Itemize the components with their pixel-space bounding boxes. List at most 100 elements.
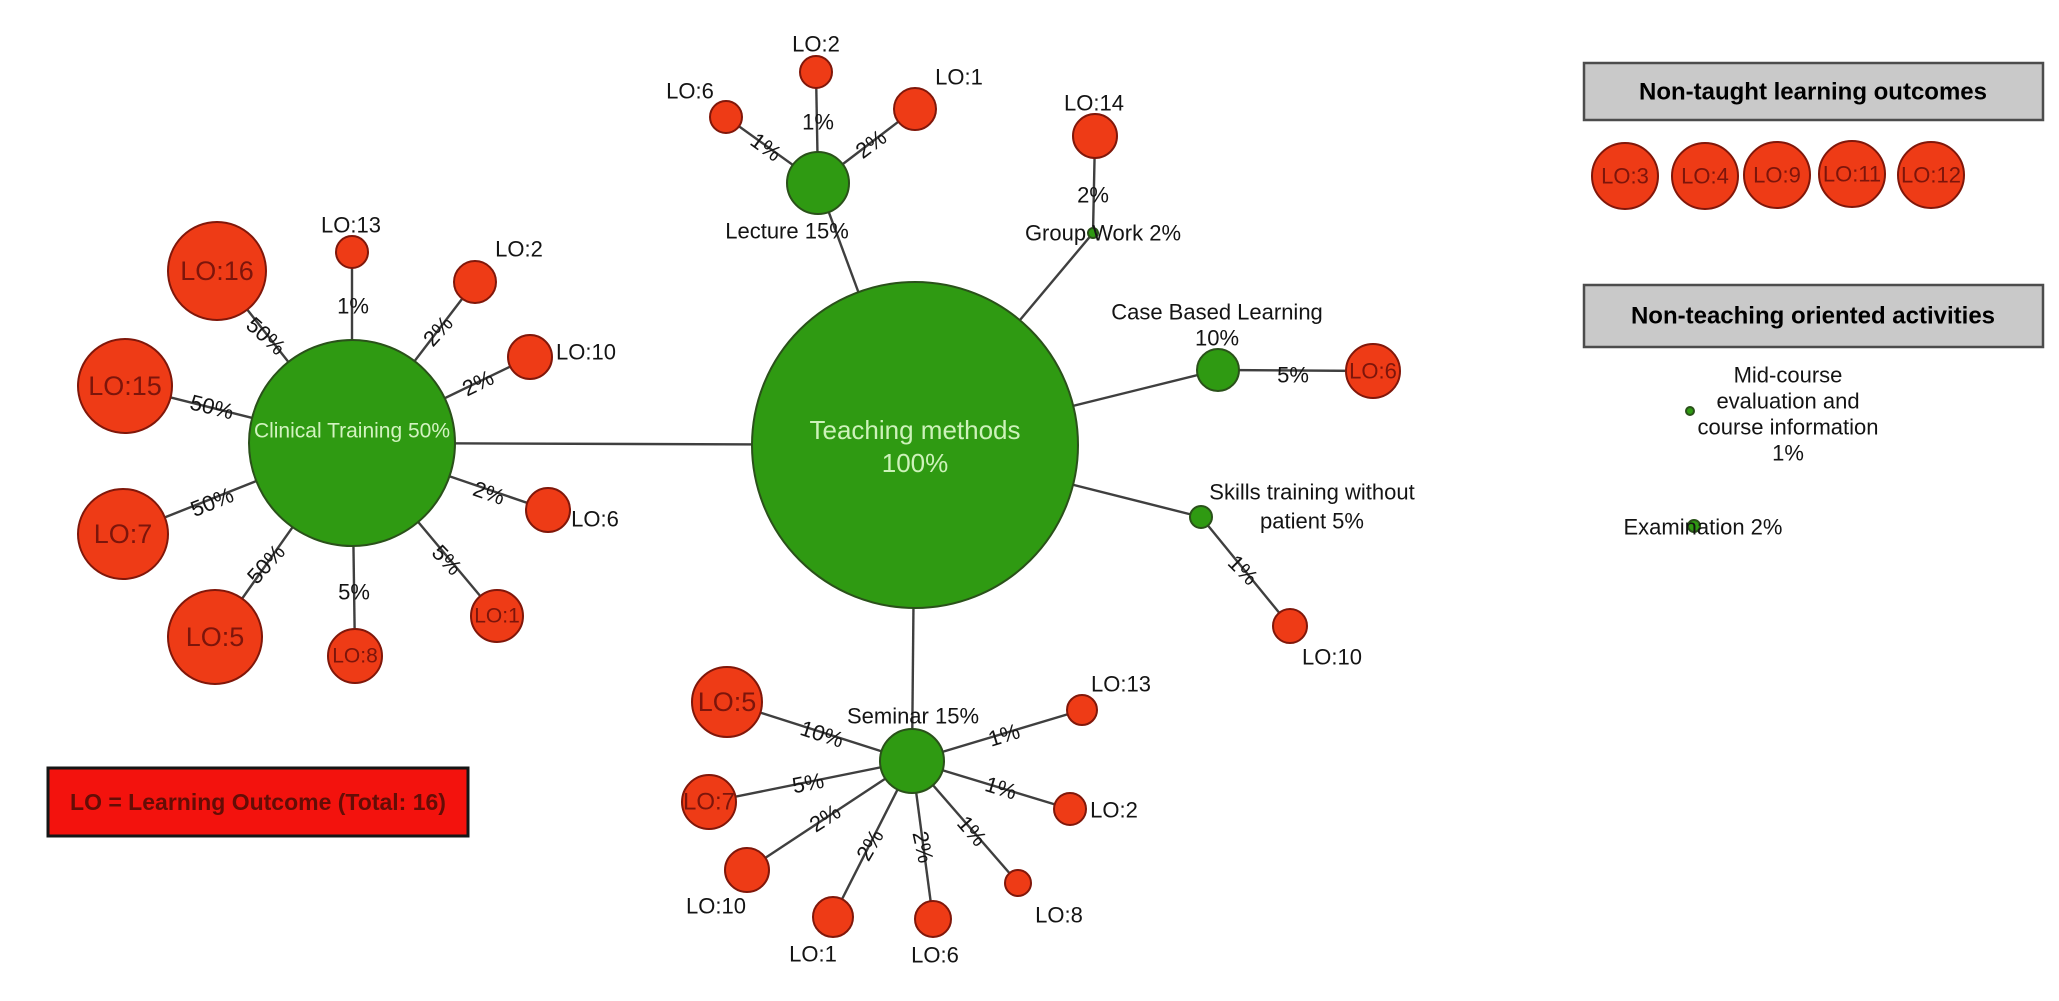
node-clinical-lo8 xyxy=(327,628,383,684)
seminar-lo10-label: LO:10 xyxy=(686,894,746,919)
lecture-label: Lecture 15% xyxy=(725,219,849,244)
node-nontaught-lo4 xyxy=(1671,142,1739,210)
seminar-lo7-label: LO:7 xyxy=(683,789,735,816)
node-clinical-lo16 xyxy=(167,221,267,321)
node-group-work-dot xyxy=(1087,227,1099,239)
lecture-lo2-label: LO:2 xyxy=(792,32,840,57)
node-clinical-lo7 xyxy=(77,488,169,580)
clinical-lo2-label: LO:2 xyxy=(495,237,543,262)
clinical-lo8-pct: 5% xyxy=(338,580,370,605)
node-midcourse-dot xyxy=(1685,406,1695,416)
node-clinical-lo5 xyxy=(167,589,263,685)
seminar-lo13-label: LO:13 xyxy=(1091,672,1151,697)
node-clinical-lo2 xyxy=(453,260,497,304)
lecture-lo1-label: LO:1 xyxy=(935,65,983,90)
case-based-pct: 10% xyxy=(1195,326,1239,351)
nontaught-lo4-label: LO:4 xyxy=(1681,164,1729,189)
clinical-lo15-pct: 50% xyxy=(188,390,237,425)
node-seminar-lo1 xyxy=(812,896,854,938)
non-taught-header-box xyxy=(1582,61,2045,122)
clinical-lo5-label: LO:5 xyxy=(186,622,245,652)
casebased-lo6-label: LO:6 xyxy=(1349,359,1397,384)
seminar-lo1-pct: 2% xyxy=(851,825,889,865)
seminar-lo8-label: LO:8 xyxy=(1035,903,1083,928)
node-nontaught-lo3 xyxy=(1591,142,1659,210)
non-teaching-header-box xyxy=(1582,283,2045,349)
seminar-lo5-label: LO:5 xyxy=(698,687,757,717)
lecture-lo2-pct: 1% xyxy=(802,110,834,135)
groupwork-lo14-label: LO:14 xyxy=(1064,91,1124,116)
clinical-lo5-pct: 50% xyxy=(242,539,290,588)
node-skills-lo10 xyxy=(1272,608,1308,644)
node-seminar-lo10 xyxy=(724,847,770,893)
node-lecture-lo2 xyxy=(799,55,833,89)
midcourse-line4: 1% xyxy=(1772,441,1804,466)
lecture-lo6-pct: 1% xyxy=(746,128,786,167)
node-examination-dot xyxy=(1687,519,1701,533)
node-seminar-lo5 xyxy=(691,666,763,738)
node-seminar-lo8 xyxy=(1004,869,1032,897)
node-seminar-lo2 xyxy=(1053,792,1087,826)
node-seminar xyxy=(879,728,945,794)
teaching-methods-label-line2: 100% xyxy=(882,448,949,478)
node-nontaught-lo9 xyxy=(1743,141,1811,209)
node-skills-training-dot xyxy=(1189,505,1213,529)
seminar-lo6-pct: 2% xyxy=(907,829,938,865)
node-nontaught-lo11 xyxy=(1818,140,1886,208)
node-clinical-lo1 xyxy=(470,589,524,643)
group-work-label: Group Work 2% xyxy=(1025,221,1181,246)
node-seminar-lo7 xyxy=(681,774,737,830)
node-clinical-lo15 xyxy=(77,338,173,434)
nontaught-lo12-label: LO:12 xyxy=(1901,163,1961,188)
node-seminar-lo13 xyxy=(1066,694,1098,726)
legend-label: LO = Learning Outcome (Total: 16) xyxy=(70,789,446,815)
clinical-lo8-label: LO:8 xyxy=(332,645,378,668)
node-lecture-lo1 xyxy=(893,87,937,131)
node-case-based-learning xyxy=(1196,348,1240,392)
seminar-lo5-pct: 10% xyxy=(797,715,847,752)
clinical-lo13-pct: 1% xyxy=(337,294,369,319)
clinical-training-label: Clinical Training 50% xyxy=(254,420,450,443)
node-casebased-lo6 xyxy=(1345,343,1401,399)
examination-label: Examination 2% xyxy=(1624,515,1783,540)
seminar-lo2-label: LO:2 xyxy=(1090,798,1138,823)
skills-title-line2: patient 5% xyxy=(1260,509,1364,534)
casebased-lo6-pct: 5% xyxy=(1277,363,1309,388)
clinical-lo6-label: LO:6 xyxy=(571,507,619,532)
clinical-lo15-label: LO:15 xyxy=(88,371,162,401)
node-seminar-lo6 xyxy=(914,900,952,938)
lecture-lo6-label: LO:6 xyxy=(666,79,714,104)
seminar-lo7-pct: 5% xyxy=(790,768,826,799)
edge-seminar-lo7 xyxy=(708,759,913,804)
case-based-title: Case Based Learning xyxy=(1111,300,1323,325)
clinical-lo13-label: LO:13 xyxy=(321,213,381,238)
seminar-lo13-pct: 1% xyxy=(985,718,1023,751)
node-teaching-methods xyxy=(751,281,1079,609)
nontaught-lo3-label: LO:3 xyxy=(1601,164,1649,189)
seminar-lo10-pct: 2% xyxy=(805,799,845,837)
clinical-lo10-label: LO:10 xyxy=(556,340,616,365)
clinical-lo1-label: LO:1 xyxy=(474,605,520,628)
seminar-lo1-label: LO:1 xyxy=(789,942,837,967)
skills-lo10-label: LO:10 xyxy=(1302,645,1362,670)
clinical-lo10-pct: 2% xyxy=(458,365,498,401)
skills-title-line1: Skills training without xyxy=(1209,480,1414,505)
non-taught-title: Non-taught learning outcomes xyxy=(1639,79,1987,106)
seminar-lo2-pct: 1% xyxy=(982,771,1020,804)
node-lecture-lo6 xyxy=(709,100,743,134)
midcourse-line3: course information xyxy=(1698,415,1879,440)
clinical-lo7-pct: 50% xyxy=(187,482,237,522)
node-clinical-lo13 xyxy=(335,235,369,269)
midcourse-line2: evaluation and xyxy=(1716,389,1859,414)
seminar-lo6-label: LO:6 xyxy=(911,943,959,968)
clinical-lo2-pct: 2% xyxy=(418,311,458,351)
node-nontaught-lo12 xyxy=(1897,141,1965,209)
clinical-lo16-pct: 50% xyxy=(241,312,290,360)
non-teaching-title: Non-teaching oriented activities xyxy=(1631,303,1995,330)
clinical-lo16-label: LO:16 xyxy=(180,256,254,286)
legend-box xyxy=(46,766,470,838)
nontaught-lo9-label: LO:9 xyxy=(1753,163,1801,188)
seminar-label: Seminar 15% xyxy=(847,704,979,729)
